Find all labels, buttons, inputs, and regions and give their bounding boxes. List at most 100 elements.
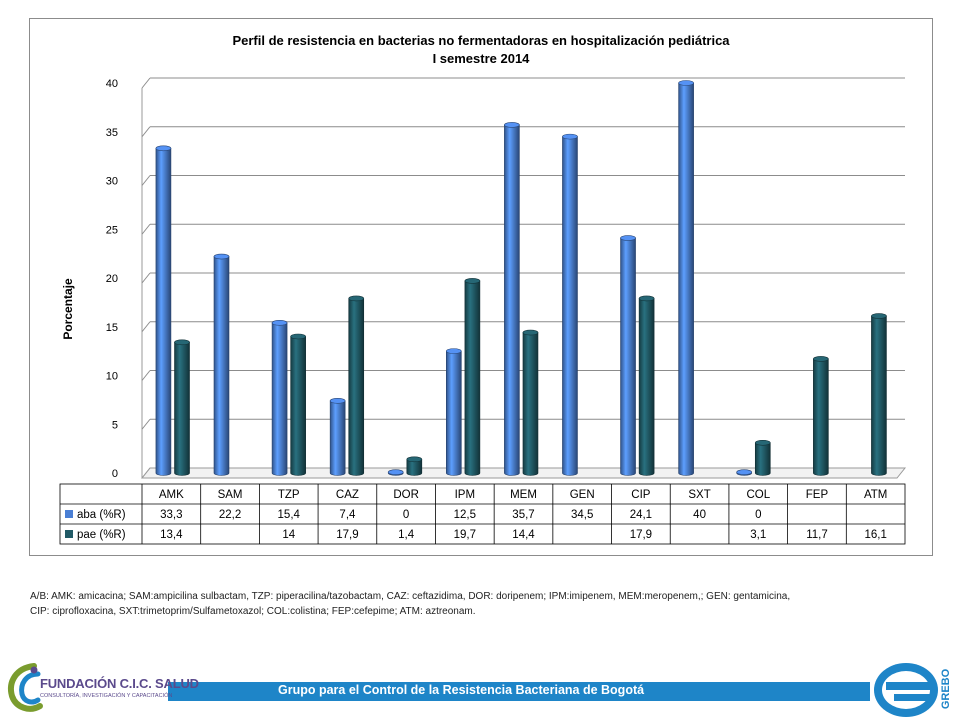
data-label: 0 [755,509,761,521]
bar-top-aba (%R)-DOR [387,469,404,476]
y-tick-label: 15 [106,322,118,334]
footer-banner [168,682,870,701]
data-label: 35,7 [512,509,534,521]
x-tick-label: IPM [455,489,475,501]
bar-top-pae (%R)-COL [754,439,771,446]
x-tick-label: ATM [864,489,887,501]
y-tick-label: 5 [112,419,118,431]
bar-aba (%R)-AMK [155,148,172,476]
x-tick-label: COL [746,489,770,501]
chart-title-line1: Perfil de resistencia en bacterias no fe… [232,33,730,48]
legend-label: aba (%R) [77,509,126,521]
x-tick-label: DOR [393,489,419,501]
data-label: 7,4 [339,509,356,521]
bar-aba (%R)-TZP [271,322,288,476]
bar-pae (%R)-AMK [174,342,190,476]
data-label: 22,2 [219,509,241,521]
bar-pae (%R)-IPM [464,280,481,476]
gridline-depth [141,223,151,235]
gridline-depth [141,175,151,186]
x-tick-label: TZP [278,489,300,501]
bar-aba (%R)-GEN [562,136,578,476]
bar-top-aba (%R)-IPM [446,348,462,354]
x-tick-label: CAZ [336,489,359,501]
bar-top-aba (%R)-AMK [155,145,172,152]
grebo-logo-text: GREBO [940,668,952,710]
data-label: 40 [693,509,706,521]
data-label: 34,5 [571,509,593,521]
y-tick-label: 0 [112,468,118,480]
chart-title: Perfil de resistencia en bacterias no fe… [30,32,932,68]
bar-aba (%R)-CAZ [329,400,346,476]
gridline-depth [141,272,151,284]
data-label: 14 [282,529,295,541]
legend-swatch [65,530,73,538]
x-tick-label: MEM [510,489,537,501]
bar-top-aba (%R)-TZP [271,320,288,326]
x-tick-label: FEP [806,489,829,501]
gridline-depth [141,321,151,333]
chart-subtitle: I semestre 2014 [432,51,530,66]
bar-pae (%R)-ATM [871,315,887,476]
bar-aba (%R)-MEM [504,124,520,476]
bar-top-pae (%R)-TZP [290,333,306,340]
fundacion-logo: FUNDACIÓN C.I.C. SALUD CONSULTORÍA, INVE… [4,660,199,716]
footnote-line1: A/B: AMK: amicacina; SAM:ampicilina sulb… [30,591,791,602]
bar-top-aba (%R)-GEN [562,133,578,140]
x-tick-label: SXT [688,489,710,501]
y-axis-depth-line [141,467,151,479]
bar-top-pae (%R)-DOR [406,456,423,463]
gridline-depth [141,126,151,138]
data-label: 17,9 [630,529,652,541]
bar-aba (%R)-SXT [678,82,694,476]
bar-aba (%R)-CIP [620,237,636,476]
gridline-depth [141,77,151,89]
bar-top-aba (%R)-SAM [213,253,230,260]
y-tick-label: 30 [106,176,118,188]
bar-aba (%R)-SAM [213,256,230,476]
grebo-logo-icon [874,663,938,717]
data-label: 14,4 [512,529,535,541]
data-table-frame [59,483,906,545]
data-label: 11,7 [806,529,828,541]
data-label: 15,4 [278,509,301,521]
bar-top-aba (%R)-COL [736,469,752,476]
footnote-line2: CIP: ciprofloxacina, SXT:trimetoprim/Sul… [30,606,476,617]
x-tick-label: SAM [218,489,243,501]
bar-top-pae (%R)-IPM [464,278,481,284]
bar-top-pae (%R)-AMK [174,339,190,346]
data-label: 24,1 [630,509,652,521]
bar-top-pae (%R)-CIP [638,295,655,302]
x-tick-label: CIP [631,489,651,501]
bar-pae (%R)-TZP [290,336,306,476]
fundacion-logo-icon [8,663,43,712]
bar-pae (%R)-COL [754,442,771,476]
data-label: 16,1 [864,529,886,541]
x-tick-label: AMK [159,489,184,501]
x-tick-label: GEN [570,489,595,501]
bar-top-aba (%R)-CAZ [329,398,346,404]
bar-top-pae (%R)-MEM [522,329,539,336]
y-tick-label: 10 [106,371,118,383]
y-tick-label: 35 [106,127,118,139]
bar-pae (%R)-CIP [638,298,655,476]
legend-swatch [65,510,73,518]
bar-top-pae (%R)-ATM [871,313,887,319]
data-label: 19,7 [454,529,476,541]
bar-pae (%R)-MEM [522,332,539,476]
footnote: A/B: AMK: amicacina; SAM:ampicilina sulb… [30,589,920,619]
bar-top-pae (%R)-FEP [813,356,829,362]
data-label: 17,9 [336,529,358,541]
data-label: 33,3 [160,509,182,521]
bar-pae (%R)-FEP [813,358,829,476]
data-label: 3,1 [750,529,766,541]
bar-pae (%R)-CAZ [348,298,365,476]
legend-label: pae (%R) [77,529,126,541]
bar-aba (%R)-IPM [446,350,462,476]
data-label: 12,5 [454,509,476,521]
gridline-depth [141,370,151,381]
bar-top-pae (%R)-CAZ [348,295,365,302]
y-tick-label: 40 [106,78,118,90]
data-label: 13,4 [160,529,183,541]
